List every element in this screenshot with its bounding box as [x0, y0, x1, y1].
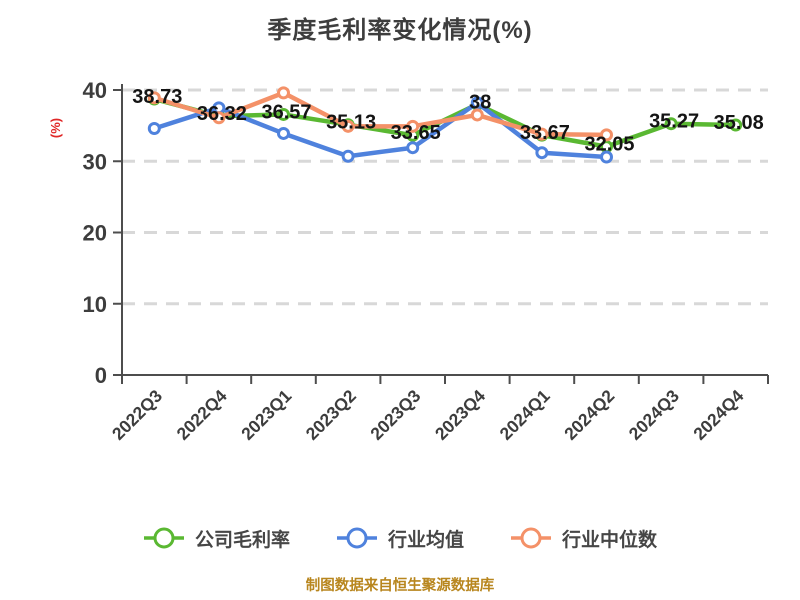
x-tick-label: 2023Q4 — [431, 386, 489, 444]
data-label: 38.73 — [132, 86, 182, 108]
data-point — [535, 127, 549, 141]
x-tick-label: 2023Q2 — [302, 386, 360, 444]
y-tick-label: 0 — [95, 363, 107, 388]
data-point — [147, 91, 161, 105]
data-point — [470, 108, 484, 122]
data-point — [600, 150, 613, 164]
line-dot-marker-icon — [511, 527, 551, 549]
legend-item-industry-average[interactable]: 行业均值 — [336, 525, 464, 552]
x-tick-label: 2024Q2 — [560, 386, 618, 444]
legend-item-company-margin[interactable]: 公司毛利率 — [143, 525, 290, 552]
data-label: 38 — [469, 91, 491, 113]
data-label: 36.32 — [197, 103, 247, 125]
data-point — [535, 146, 549, 160]
data-point — [406, 119, 420, 133]
data-point — [212, 111, 226, 125]
data-label: 33.67 — [520, 122, 570, 144]
x-tick-label: 2024Q4 — [689, 386, 747, 444]
data-point — [277, 126, 290, 140]
data-point — [664, 117, 678, 131]
data-point — [470, 96, 484, 110]
x-tick-label: 2023Q3 — [366, 386, 424, 444]
data-point — [600, 128, 613, 142]
legend-label: 行业均值 — [387, 529, 464, 551]
y-tick-label: 10 — [83, 292, 107, 317]
data-label: 32.05 — [584, 134, 634, 156]
legend-item-industry-median[interactable]: 行业中位数 — [510, 525, 657, 552]
data-point — [277, 107, 290, 121]
y-axis-name: (%) — [48, 118, 63, 138]
x-tick-label: 2024Q1 — [496, 386, 554, 444]
x-tick-label: 2023Q1 — [237, 386, 295, 444]
x-tick-label: 2022Q3 — [108, 386, 166, 444]
series-line-2 — [152, 90, 609, 138]
data-source-note: 制图数据来自恒生聚源数据库 — [305, 578, 495, 594]
x-tick-label: 2024Q3 — [625, 386, 683, 444]
data-point — [147, 121, 161, 135]
data-point — [341, 119, 355, 133]
data-point — [729, 118, 743, 132]
data-label: 35.27 — [649, 111, 699, 133]
data-label: 35.08 — [714, 112, 764, 134]
legend-label: 行业中位数 — [562, 529, 658, 551]
legend-label: 公司毛利率 — [194, 529, 290, 551]
data-point — [341, 149, 355, 163]
page-title: 季度毛利率变化情况(%) — [267, 17, 533, 44]
y-tick-label: 20 — [83, 221, 107, 246]
x-tick-label: 2022Q4 — [173, 386, 231, 444]
data-label: 35.13 — [326, 112, 376, 134]
data-label: 36.57 — [261, 101, 311, 123]
line-dot-marker-icon — [336, 527, 377, 549]
chart-legend: 公司毛利率 行业均值 行业中位数 — [0, 514, 800, 562]
data-label: 33.65 — [391, 122, 441, 144]
y-tick-label: 30 — [83, 149, 107, 174]
line-dot-marker-icon — [143, 527, 184, 549]
y-tick-label: 40 — [83, 78, 107, 103]
data-point — [277, 86, 290, 100]
data-point — [406, 141, 420, 155]
